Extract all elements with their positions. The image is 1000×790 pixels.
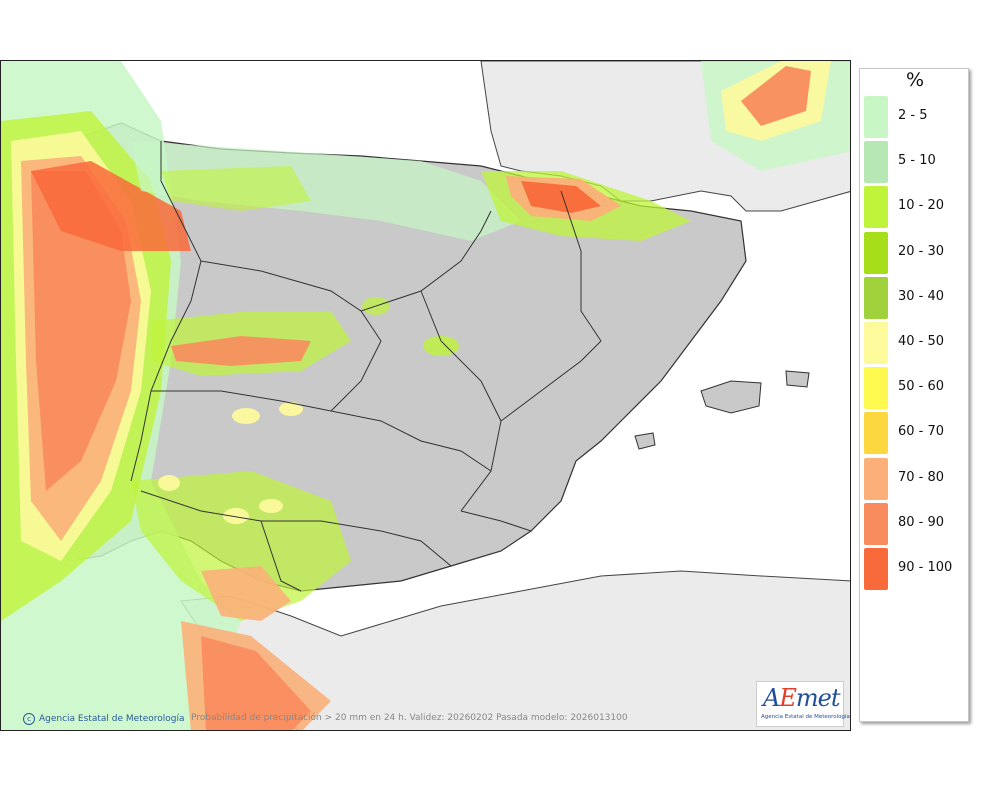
legend-swatch [864, 367, 888, 410]
legend-label: 80 - 90 [898, 514, 945, 530]
precipitation-map: c Agencia Estatal de Meteorología Probab… [0, 60, 851, 731]
mallorca [700, 380, 762, 414]
legend-item: 30 - 40 [864, 276, 968, 319]
region-borders [130, 141, 602, 592]
legend-label: 30 - 40 [898, 288, 945, 304]
legend-label: 2 - 5 [898, 108, 928, 123]
legend-label: 60 - 70 [898, 424, 945, 440]
legend-swatch [864, 186, 888, 229]
legend-label: 90 - 100 [898, 560, 953, 575]
legend-item: 90 - 100 [864, 548, 968, 590]
legend-swatch [864, 322, 888, 364]
legend-item: 10 - 20 [864, 186, 968, 229]
legend-label: 50 - 60 [898, 379, 945, 395]
legend-swatch [864, 548, 888, 590]
footer-credit: c Agencia Estatal de Meteorología [23, 713, 185, 725]
legend-label: 10 - 20 [898, 198, 945, 214]
legend-swatch [864, 502, 888, 545]
legend-swatch [864, 457, 888, 500]
aemet-logo: AEmet Agencia Estatal de Meteorología [756, 681, 850, 727]
legend-item: 60 - 70 [864, 412, 968, 455]
legend-label: 5 - 10 [898, 153, 936, 169]
legend-item: 80 - 90 [864, 502, 968, 545]
legend-swatch [864, 412, 888, 455]
legend-swatch [864, 141, 888, 184]
map-canvas [1, 61, 850, 730]
menorca [785, 370, 810, 388]
color-legend: % 2 - 5 5 - 10 10 - 20 20 - 30 30 - 40 40 - 5… [859, 68, 969, 722]
legend-item: 20 - 30 [864, 231, 968, 274]
credit-text: Agencia Estatal de Meteorología [39, 714, 185, 724]
legend-item: 40 - 50 [864, 322, 968, 364]
legend-swatch [864, 276, 888, 319]
legend-label: 40 - 50 [898, 334, 945, 349]
legend-item: 70 - 80 [864, 457, 968, 500]
legend-item: 2 - 5 [864, 96, 968, 138]
legend-label: 70 - 80 [898, 469, 945, 485]
legend-item: 5 - 10 [864, 141, 968, 184]
copyright-icon: c [23, 713, 35, 725]
legend-label: 20 - 30 [898, 243, 945, 259]
ibiza [634, 432, 656, 450]
map-caption: Probabilidad de precipitación > 20 mm en… [191, 713, 628, 723]
probability-overlay [1, 61, 850, 730]
legend-item: 50 - 60 [864, 367, 968, 410]
legend-unit: % [905, 69, 925, 91]
legend-swatch [864, 96, 888, 138]
legend-swatch [864, 231, 888, 274]
